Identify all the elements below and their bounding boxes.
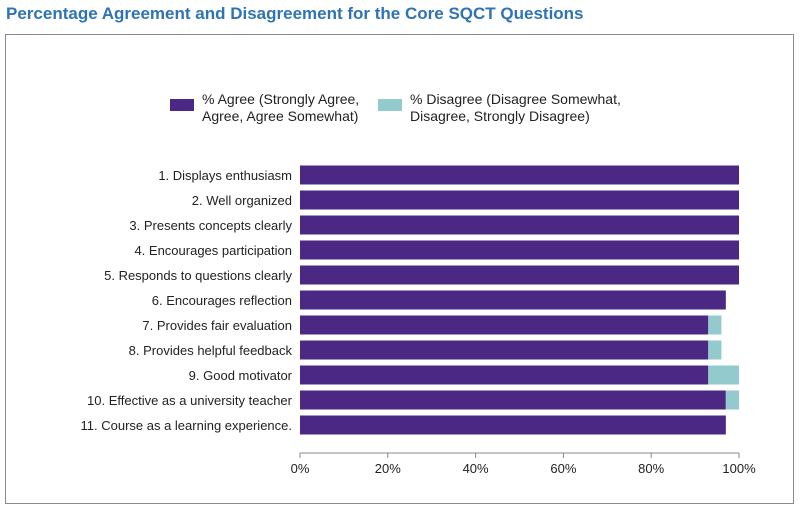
category-label-5: 5. Responds to questions clearly (104, 268, 292, 283)
category-label-3: 3. Presents concepts clearly (129, 218, 292, 233)
legend-label-disagree: % Disagree (Disagree Somewhat, Disagree,… (410, 91, 621, 125)
bar-agree-3 (300, 215, 739, 235)
legend-label-disagree-line2: Disagree, Strongly Disagree) (410, 108, 590, 124)
legend-label-agree-line2: Agree, Agree Somewhat) (202, 108, 359, 124)
legend-label-agree-line1: % Agree (Strongly Agree, (202, 91, 360, 107)
bar-disagree-7 (708, 315, 722, 335)
category-label-4: 4. Encourages participation (134, 243, 292, 258)
bar-agree-6 (300, 290, 726, 310)
category-label-9: 9. Good motivator (189, 368, 293, 383)
x-tick-label-0: 0% (291, 461, 310, 476)
x-tick-label-1: 20% (375, 461, 401, 476)
x-tick-label-2: 40% (463, 461, 489, 476)
bar-chart: 1. Displays enthusiasm 2. Well organized 3… (81, 165, 756, 476)
bar-disagree-9 (708, 365, 739, 385)
x-tick-label-4: 80% (638, 461, 664, 476)
bar-agree-8 (300, 340, 709, 360)
legend-label-disagree-line1: % Disagree (Disagree Somewhat, (410, 91, 621, 107)
category-label-10: 10. Effective as a university teacher (87, 393, 293, 408)
bar-disagree-8 (708, 340, 722, 360)
bar-agree-5 (300, 265, 739, 285)
bar-agree-2 (300, 190, 739, 210)
bar-agree-4 (300, 240, 739, 260)
bar-agree-11 (300, 415, 726, 435)
legend-item-disagree: % Disagree (Disagree Somewhat, Disagree,… (378, 91, 621, 125)
category-label-7: 7. Provides fair evaluation (142, 318, 292, 333)
category-label-6: 6. Encourages reflection (152, 293, 292, 308)
page-title: Percentage Agreement and Disagreement fo… (6, 4, 584, 23)
legend-swatch-agree (170, 99, 194, 111)
legend-label-agree: % Agree (Strongly Agree, Agree, Agree So… (202, 91, 359, 125)
x-tick-label-5: 100% (722, 461, 756, 476)
x-tick-label-3: 60% (550, 461, 576, 476)
bar-agree-1 (300, 165, 739, 185)
bar-disagree-10 (725, 390, 739, 410)
category-label-2: 2. Well organized (192, 193, 292, 208)
legend-item-agree: % Agree (Strongly Agree, Agree, Agree So… (170, 91, 359, 125)
bar-agree-7 (300, 315, 709, 335)
bar-agree-9 (300, 365, 709, 385)
category-label-8: 8. Provides helpful feedback (129, 343, 293, 358)
chart-frame: % Agree (Strongly Agree, Agree, Agree So… (5, 34, 794, 504)
category-label-1: 1. Displays enthusiasm (158, 168, 292, 183)
category-label-11: 11. Course as a learning experience. (81, 418, 293, 433)
bar-agree-10 (300, 390, 726, 410)
legend-swatch-disagree (378, 99, 402, 111)
